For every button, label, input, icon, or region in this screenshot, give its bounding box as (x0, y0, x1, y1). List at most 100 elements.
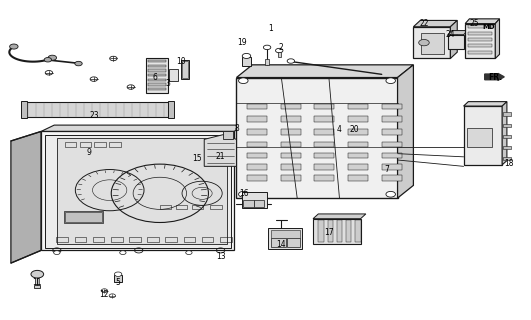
Bar (503, 112, 511, 116)
Polygon shape (450, 20, 457, 59)
Text: 15: 15 (192, 154, 202, 163)
Bar (468, 32, 492, 35)
Bar (337, 220, 342, 242)
Bar (247, 104, 267, 109)
Text: 2: 2 (279, 43, 284, 52)
Text: 19: 19 (237, 38, 246, 47)
Circle shape (238, 191, 248, 197)
Bar (382, 129, 402, 135)
Bar (247, 175, 267, 180)
FancyArrow shape (485, 73, 504, 80)
Polygon shape (448, 31, 468, 35)
Bar (348, 164, 368, 170)
Polygon shape (41, 132, 234, 251)
Bar (318, 220, 323, 242)
Bar (74, 237, 86, 242)
Bar (268, 228, 303, 249)
Bar (247, 142, 267, 147)
Polygon shape (414, 20, 457, 27)
Bar (468, 51, 492, 54)
Bar (109, 142, 121, 147)
Bar (247, 164, 267, 170)
Bar (148, 88, 166, 90)
Polygon shape (465, 24, 495, 59)
Text: 10: 10 (176, 57, 186, 66)
Text: 14: 14 (277, 240, 286, 249)
Circle shape (186, 251, 192, 254)
Bar (210, 205, 221, 209)
Polygon shape (398, 65, 414, 198)
Circle shape (263, 45, 271, 50)
Bar (382, 175, 402, 180)
Circle shape (114, 272, 122, 276)
Polygon shape (45, 135, 231, 248)
Bar (247, 129, 267, 135)
Text: 24: 24 (446, 30, 455, 39)
Bar (355, 220, 361, 242)
Bar (242, 57, 251, 67)
Bar (382, 164, 402, 170)
Bar (223, 132, 233, 140)
Bar (278, 52, 281, 57)
Bar (148, 69, 166, 72)
Bar (348, 104, 368, 109)
Bar (421, 33, 443, 54)
Bar (148, 65, 166, 67)
Bar (468, 38, 492, 41)
Circle shape (287, 59, 295, 63)
Polygon shape (502, 102, 507, 165)
Bar (382, 153, 402, 158)
Bar (281, 175, 301, 180)
Bar (348, 175, 368, 180)
Bar (348, 153, 368, 158)
Text: 20: 20 (349, 125, 359, 134)
Circle shape (386, 191, 396, 197)
Bar (247, 116, 267, 122)
Circle shape (386, 78, 396, 84)
Polygon shape (57, 139, 227, 244)
Polygon shape (204, 135, 236, 166)
Polygon shape (41, 125, 247, 132)
Bar (348, 129, 368, 135)
Bar (22, 102, 169, 117)
Bar (220, 237, 232, 242)
Bar (328, 220, 333, 242)
Bar (271, 230, 300, 238)
Bar (243, 200, 254, 207)
Bar (314, 164, 335, 170)
Text: 23: 23 (89, 111, 99, 120)
Bar (281, 116, 301, 122)
Bar (281, 153, 301, 158)
Bar (56, 237, 68, 242)
Bar (129, 237, 141, 242)
Polygon shape (236, 65, 414, 77)
Bar (181, 60, 190, 79)
Circle shape (48, 55, 56, 60)
Circle shape (45, 70, 53, 75)
Text: 16: 16 (239, 189, 249, 198)
Text: 18: 18 (504, 159, 513, 168)
Circle shape (54, 251, 60, 254)
Text: 21: 21 (216, 152, 225, 161)
Bar (281, 104, 301, 109)
Circle shape (127, 85, 134, 89)
Bar (34, 285, 40, 288)
Bar (287, 238, 300, 247)
Polygon shape (448, 35, 464, 49)
Bar (147, 237, 159, 242)
Polygon shape (464, 106, 502, 165)
Circle shape (10, 44, 18, 49)
Bar (467, 128, 492, 147)
Text: MD: MD (482, 24, 495, 30)
Bar (182, 61, 189, 78)
Circle shape (75, 61, 82, 66)
Bar (95, 142, 106, 147)
Text: 6: 6 (152, 73, 157, 82)
Polygon shape (414, 27, 450, 59)
Bar (64, 211, 104, 223)
Polygon shape (465, 19, 500, 24)
Bar (114, 275, 122, 282)
Circle shape (276, 48, 283, 53)
Bar (254, 200, 264, 207)
Polygon shape (495, 19, 500, 59)
